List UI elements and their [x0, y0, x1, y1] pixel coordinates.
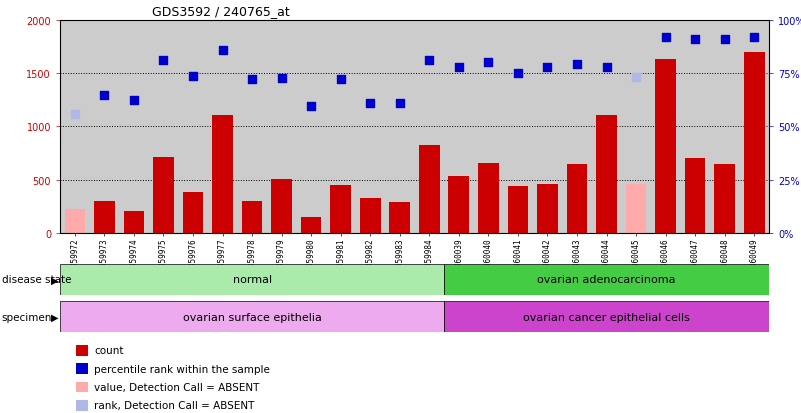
Point [541, 64, 553, 71]
Point [630, 75, 642, 81]
Bar [449, 177, 469, 233]
Point [276, 76, 288, 83]
Point [482, 60, 495, 66]
Text: ovarian surface epithelia: ovarian surface epithelia [183, 312, 321, 322]
Point [304, 104, 317, 110]
Point [127, 97, 140, 104]
Text: percentile rank within the sample: percentile rank within the sample [95, 364, 270, 374]
Bar [685, 159, 706, 233]
Bar [90, 21, 119, 234]
Bar [744, 52, 764, 233]
Text: ▶: ▶ [50, 275, 58, 285]
Bar [714, 164, 735, 233]
Point [748, 34, 761, 41]
Text: ovarian adenocarcinoma: ovarian adenocarcinoma [537, 275, 676, 285]
Text: GDS3592 / 240765_at: GDS3592 / 240765_at [152, 5, 290, 18]
Point [570, 62, 583, 69]
Text: ▶: ▶ [50, 312, 58, 322]
Bar [444, 301, 769, 332]
Point [453, 64, 465, 71]
Bar [533, 21, 562, 234]
Bar [566, 164, 587, 233]
Point [187, 74, 199, 80]
Bar [626, 185, 646, 233]
Text: specimen: specimen [2, 312, 52, 322]
Bar [267, 21, 296, 234]
Text: disease state: disease state [2, 275, 71, 285]
Bar [60, 301, 444, 332]
Text: value, Detection Call = ABSENT: value, Detection Call = ABSENT [95, 382, 260, 392]
Point [364, 100, 376, 107]
Point [216, 47, 229, 54]
Bar [75, 400, 88, 411]
Text: ovarian cancer epithelial cells: ovarian cancer epithelial cells [523, 312, 690, 322]
Point [718, 36, 731, 43]
Bar [207, 21, 237, 234]
Bar [562, 21, 592, 234]
Bar [478, 163, 499, 233]
Bar [592, 21, 622, 234]
Point [512, 71, 525, 77]
Bar [419, 146, 440, 233]
Point [689, 36, 702, 43]
Bar [710, 21, 739, 234]
Bar [444, 21, 473, 234]
Bar [360, 198, 380, 233]
Bar [739, 21, 769, 234]
Point [246, 77, 259, 83]
Point [157, 58, 170, 64]
Text: rank, Detection Call = ABSENT: rank, Detection Call = ABSENT [95, 400, 255, 411]
Bar [60, 264, 444, 295]
Bar [178, 21, 207, 234]
Bar [75, 345, 88, 356]
Bar [389, 202, 410, 233]
Bar [272, 179, 292, 233]
Bar [356, 21, 385, 234]
Bar [301, 217, 321, 233]
Point [659, 34, 672, 41]
Bar [183, 193, 203, 233]
Point [334, 77, 347, 83]
Bar [212, 115, 233, 233]
Bar [153, 158, 174, 233]
Bar [537, 185, 557, 233]
Bar [242, 202, 263, 233]
Bar [385, 21, 415, 234]
Bar [75, 363, 88, 374]
Text: count: count [95, 345, 123, 355]
Bar [622, 21, 650, 234]
Bar [596, 115, 617, 233]
Bar [508, 187, 528, 233]
Bar [94, 202, 115, 233]
Point [393, 100, 406, 107]
Bar [473, 21, 503, 234]
Bar [75, 382, 88, 392]
Bar [655, 60, 676, 233]
Bar [650, 21, 680, 234]
Point [600, 64, 613, 71]
Point [423, 58, 436, 64]
Bar [60, 21, 90, 234]
Bar [330, 185, 351, 233]
Bar [415, 21, 444, 234]
Text: normal: normal [232, 275, 272, 285]
Bar [119, 21, 149, 234]
Bar [149, 21, 178, 234]
Point [98, 93, 111, 100]
Bar [237, 21, 267, 234]
Bar [680, 21, 710, 234]
Bar [326, 21, 356, 234]
Bar [503, 21, 533, 234]
Bar [123, 211, 144, 233]
Point [68, 111, 81, 118]
Bar [296, 21, 326, 234]
Bar [444, 264, 769, 295]
Bar [65, 210, 85, 233]
